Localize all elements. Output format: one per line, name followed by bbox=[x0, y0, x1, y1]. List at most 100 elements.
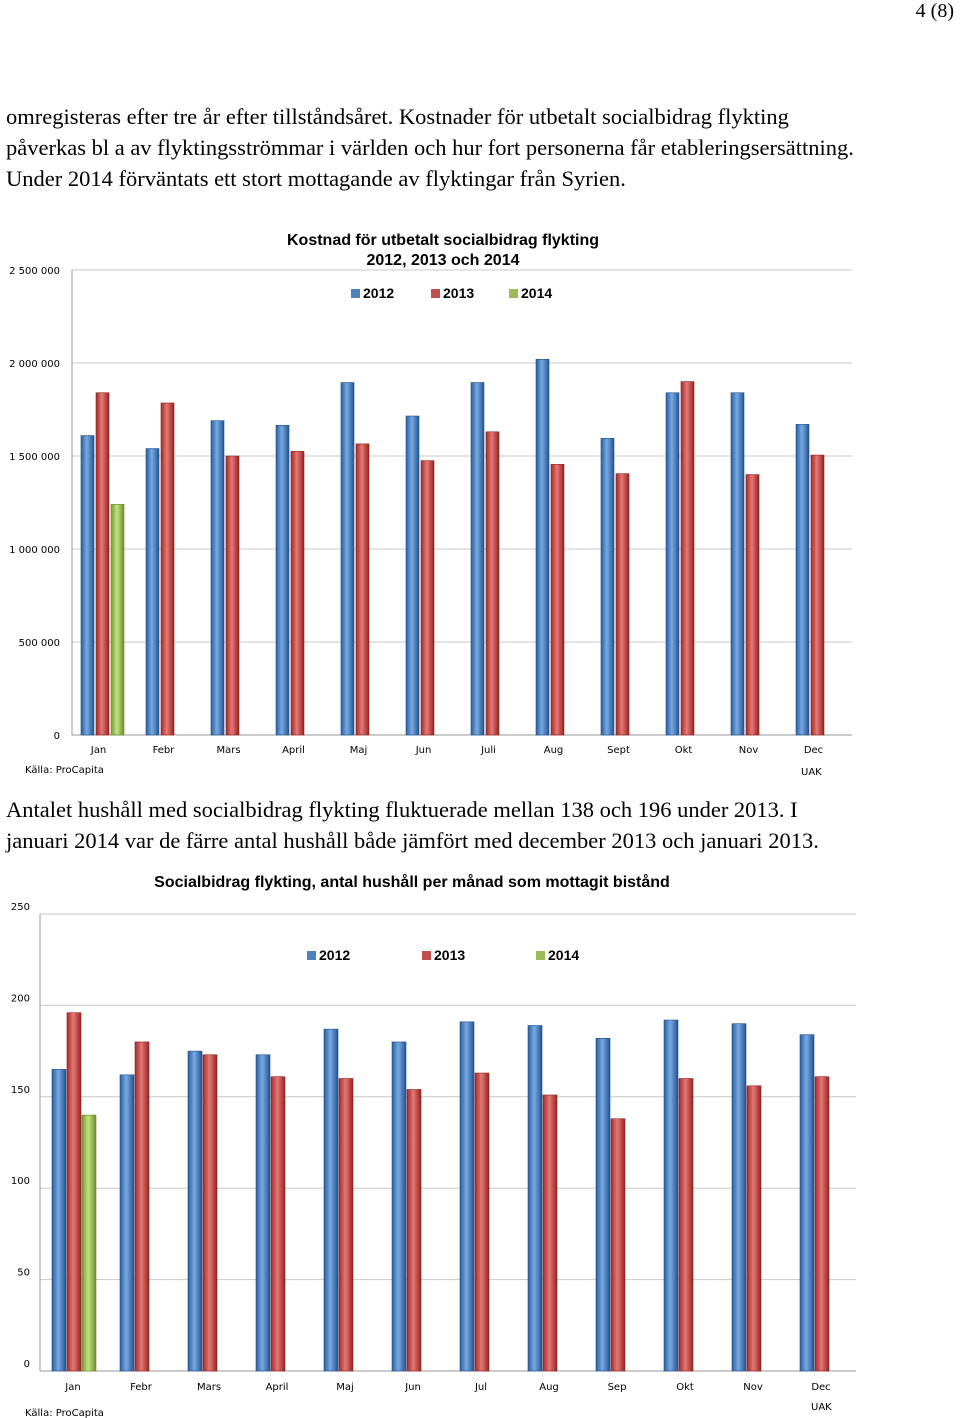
x-tick-label: Maj bbox=[350, 745, 368, 756]
legend-label: 2012 bbox=[319, 947, 350, 963]
bar-2013-jun bbox=[420, 460, 435, 736]
paragraph-1: omregisteras efter tre år efter tillstån… bbox=[6, 101, 956, 194]
bar-2012-dec bbox=[799, 1034, 815, 1372]
bar-2013-febr bbox=[134, 1041, 150, 1372]
legend-label: 2012 bbox=[363, 285, 394, 301]
bar-2013-dec bbox=[814, 1076, 830, 1372]
bar-2013-okt bbox=[680, 381, 695, 736]
bar-2013-jan bbox=[95, 392, 110, 736]
x-tick-label: Jan bbox=[64, 1382, 80, 1393]
x-tick-label: April bbox=[282, 745, 305, 756]
bar-2013-sept bbox=[615, 473, 630, 736]
x-tick-label: Nov bbox=[739, 745, 759, 756]
x-tick-label: Jul bbox=[474, 1382, 487, 1393]
bar-2014-jan bbox=[110, 504, 125, 736]
paragraph-2-line: januari 2014 var de färre antal hushåll … bbox=[6, 828, 819, 853]
bar-2013-maj bbox=[338, 1078, 354, 1372]
x-tick-label: Mars bbox=[216, 745, 240, 756]
y-tick-label: 50 bbox=[17, 1268, 30, 1279]
bar-2012-mars bbox=[210, 420, 225, 736]
x-tick-label: Dec bbox=[804, 745, 823, 756]
bar-2012-juli bbox=[470, 382, 485, 736]
y-tick-label: 250 bbox=[11, 902, 30, 913]
bar-2012-april bbox=[275, 425, 290, 736]
bar-2013-nov bbox=[745, 474, 760, 736]
corner-note: UAK bbox=[811, 1402, 832, 1413]
bar-2013-april bbox=[270, 1076, 286, 1372]
bar-2013-mars bbox=[225, 455, 240, 736]
bar-2013-dec bbox=[810, 454, 825, 736]
legend-swatch-2012 bbox=[351, 289, 360, 298]
x-tick-label: Okt bbox=[676, 1382, 694, 1393]
chart-title: Kostnad för utbetalt socialbidrag flykti… bbox=[287, 232, 599, 249]
bar-2013-mars bbox=[202, 1054, 218, 1372]
x-tick-label: Mars bbox=[197, 1382, 221, 1393]
bar-2012-aug bbox=[527, 1025, 543, 1372]
bar-2014-jan bbox=[81, 1114, 97, 1372]
legend-swatch-2014 bbox=[509, 289, 518, 298]
y-tick-label: 1 000 000 bbox=[9, 545, 60, 556]
paragraph-1-line: omregisteras efter tre år efter tillstån… bbox=[6, 104, 789, 129]
bar-2013-juli bbox=[485, 431, 500, 736]
bar-2012-maj bbox=[340, 382, 355, 736]
x-tick-label: Nov bbox=[743, 1382, 763, 1393]
bar-2012-maj bbox=[323, 1028, 339, 1372]
paragraph-1-line: påverkas bl a av flyktingsströmmar i vär… bbox=[6, 135, 854, 160]
y-tick-label: 0 bbox=[24, 1359, 30, 1370]
x-tick-label: April bbox=[266, 1382, 289, 1393]
x-tick-label: Maj bbox=[336, 1382, 354, 1393]
legend-swatch-2013 bbox=[422, 951, 431, 960]
legend-label: 2013 bbox=[443, 285, 474, 301]
page-number: 4 (8) bbox=[915, 0, 954, 22]
bar-2012-febr bbox=[119, 1074, 135, 1372]
bar-2013-aug bbox=[542, 1094, 558, 1372]
bar-2012-sep bbox=[595, 1038, 611, 1372]
y-tick-label: 100 bbox=[11, 1176, 30, 1187]
chart-title: Socialbidrag flykting, antal hushåll per… bbox=[154, 873, 670, 891]
x-tick-label: Dec bbox=[811, 1382, 830, 1393]
bar-2013-maj bbox=[355, 443, 370, 736]
source-note: Källa: ProCapita bbox=[25, 765, 104, 776]
bar-2012-jun bbox=[405, 415, 420, 736]
y-tick-label: 200 bbox=[11, 993, 30, 1004]
bar-2013-jul bbox=[474, 1072, 490, 1372]
x-tick-label: Juli bbox=[480, 745, 496, 756]
bar-2013-aug bbox=[550, 464, 565, 736]
x-tick-label: Febr bbox=[153, 745, 176, 756]
paragraph-2: Antalet hushåll med socialbidrag flyktin… bbox=[6, 794, 956, 856]
x-tick-label: Jan bbox=[90, 745, 106, 756]
bar-2013-sep bbox=[610, 1118, 626, 1372]
legend-label: 2014 bbox=[521, 285, 552, 301]
x-tick-label: Aug bbox=[544, 745, 564, 756]
bar-2012-sept bbox=[600, 438, 615, 736]
x-tick-label: Sept bbox=[607, 745, 630, 756]
legend-swatch-2014 bbox=[536, 951, 545, 960]
legend-swatch-2013 bbox=[431, 289, 440, 298]
corner-note: UAK bbox=[801, 767, 822, 778]
legend-label: 2013 bbox=[434, 947, 465, 963]
x-tick-label: Okt bbox=[675, 745, 693, 756]
x-tick-label: Jun bbox=[404, 1382, 421, 1393]
y-tick-label: 0 bbox=[54, 731, 60, 742]
cost-chart: Kostnad för utbetalt socialbidrag flykti… bbox=[9, 232, 852, 778]
bar-2012-jul bbox=[459, 1021, 475, 1372]
bar-2013-april bbox=[290, 451, 305, 736]
bar-2013-nov bbox=[746, 1085, 762, 1372]
bar-2012-nov bbox=[730, 392, 745, 736]
y-tick-label: 2 000 000 bbox=[9, 359, 60, 370]
legend-swatch-2012 bbox=[307, 951, 316, 960]
bar-2013-jun bbox=[406, 1089, 422, 1372]
x-tick-label: Febr bbox=[130, 1382, 153, 1393]
bar-2012-okt bbox=[663, 1019, 679, 1372]
paragraph-1-line: Under 2014 förväntats ett stort mottagan… bbox=[6, 166, 626, 191]
bar-2012-okt bbox=[665, 392, 680, 736]
bar-2012-febr bbox=[145, 448, 160, 736]
bar-2013-jan bbox=[66, 1012, 82, 1372]
y-tick-label: 2 500 000 bbox=[9, 266, 60, 277]
bar-2012-mars bbox=[187, 1050, 203, 1372]
y-tick-label: 150 bbox=[11, 1085, 30, 1096]
bar-2012-jun bbox=[391, 1041, 407, 1372]
bar-2013-febr bbox=[160, 402, 175, 736]
bar-2012-aug bbox=[535, 358, 550, 736]
